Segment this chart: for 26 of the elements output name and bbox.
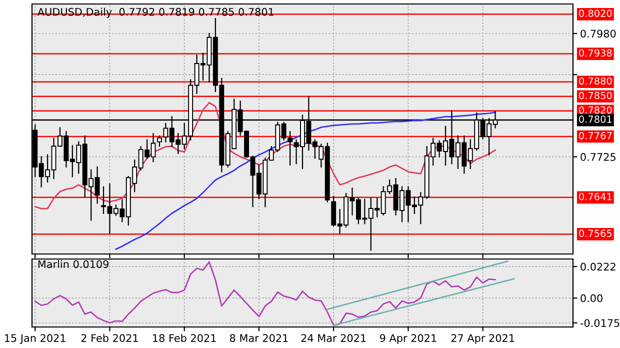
ref-line-label: 0.7641	[579, 192, 612, 200]
x-tick-label: 24 Mar 2021	[301, 334, 366, 342]
x-tick-label: 15 Jan 2021	[5, 334, 66, 344]
y-tick-label: 0.00	[580, 294, 602, 302]
ref-line-label: 0.8020	[579, 10, 612, 17]
ref-line-label: 0.7801	[579, 116, 612, 123]
ref-line-label: 0.7880	[579, 77, 612, 85]
line-series	[115, 112, 496, 250]
x-tick-label: 9 Apr 2021	[380, 334, 436, 344]
y-tick-label: 0.7725	[580, 153, 616, 161]
ref-line-label: 0.7938	[579, 49, 612, 57]
ref-line-label: 0.7767	[579, 132, 612, 140]
chart-title: Marlin 0.0109	[38, 260, 108, 268]
ref-line-label: 0.7850	[579, 92, 612, 100]
candlestick	[157, 135, 162, 147]
x-tick-label: 27 Apr 2021	[451, 334, 514, 344]
line-series	[34, 261, 496, 326]
x-tick-label: 18 Feb 2021	[153, 334, 216, 342]
x-tick-label: 2 Feb 2021	[81, 334, 138, 342]
y-tick-label: -0.0175	[580, 319, 620, 327]
line-series	[34, 102, 496, 210]
ref-line-label: 0.7565	[579, 230, 612, 237]
y-tick-label: 0.0222	[580, 262, 616, 271]
y-tick-label: 0.7980	[580, 30, 616, 38]
x-tick-label: 8 Mar 2021	[230, 334, 288, 342]
ref-line-label: 0.7820	[579, 106, 612, 114]
